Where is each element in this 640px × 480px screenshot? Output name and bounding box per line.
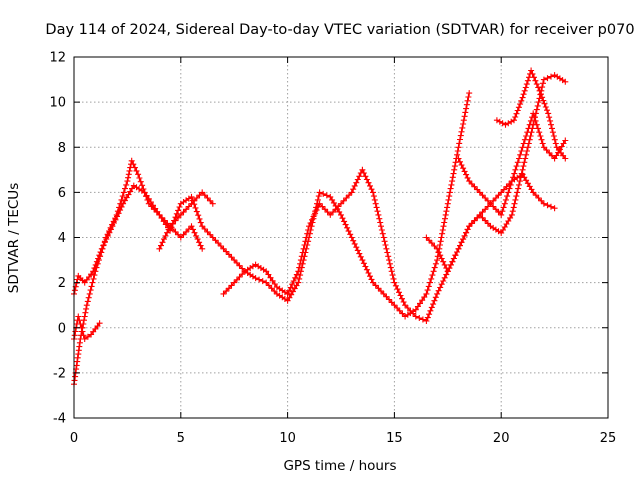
series-arc-6 <box>284 166 558 324</box>
series-line-arc-5 <box>222 92 470 318</box>
x-tick-label-4: 20 <box>493 431 510 446</box>
axes: 0 5 10 15 20 25 -4 -2 0 2 4 6 8 10 12 <box>49 51 616 447</box>
series-arc-5 <box>220 90 473 320</box>
y-tick-label-2: 0 <box>58 321 66 336</box>
y-axis-label: SDTVAR / TECUs <box>6 183 22 293</box>
x-axis-label: GPS time / hours <box>283 458 396 474</box>
series-line-arc-9 <box>496 69 566 159</box>
y-tick-label-3: 2 <box>58 276 66 291</box>
series-arc-7 <box>423 72 569 275</box>
series-markers-arc-7 <box>423 72 569 275</box>
series-arc-8 <box>455 110 569 218</box>
x-tick-label-5: 25 <box>600 431 617 446</box>
y-tick-label-8: 12 <box>49 51 66 66</box>
series-markers-arc-4 <box>156 189 216 252</box>
series-layer <box>71 67 569 388</box>
series-markers-arc-9 <box>493 67 569 162</box>
x-tick-label-1: 5 <box>177 431 185 446</box>
x-tick-label-3: 15 <box>386 431 403 446</box>
labels: Day 114 of 2024, Sidereal Day-to-day VTE… <box>6 22 635 474</box>
y-tick-label-5: 6 <box>58 186 66 201</box>
chart-title: Day 114 of 2024, Sidereal Day-to-day VTE… <box>45 22 634 38</box>
y-tick-label-1: -2 <box>53 366 66 381</box>
series-line-arc-6 <box>286 169 555 322</box>
x-tick-label-0: 0 <box>70 431 78 446</box>
series-markers-arc-8 <box>455 110 569 218</box>
series-arc-9 <box>493 67 569 162</box>
x-tick-label-2: 10 <box>279 431 296 446</box>
y-tick-label-6: 8 <box>58 141 66 156</box>
grid <box>74 57 608 418</box>
y-tick-label-0: -4 <box>53 412 66 427</box>
series-arc-4 <box>156 189 216 252</box>
y-tick-label-7: 10 <box>49 96 66 111</box>
series-markers-arc-5 <box>220 90 473 320</box>
y-tick-label-4: 4 <box>58 231 66 246</box>
